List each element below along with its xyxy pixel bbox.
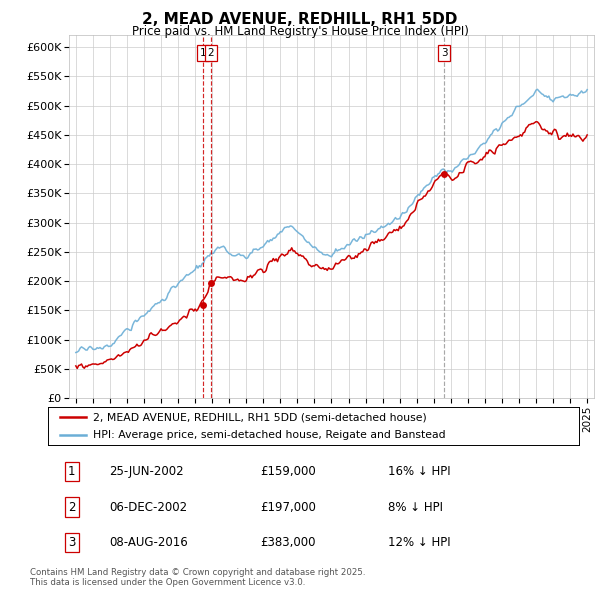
Text: 2, MEAD AVENUE, REDHILL, RH1 5DD: 2, MEAD AVENUE, REDHILL, RH1 5DD xyxy=(142,12,458,27)
Text: £197,000: £197,000 xyxy=(260,500,316,513)
Text: Contains HM Land Registry data © Crown copyright and database right 2025.
This d: Contains HM Land Registry data © Crown c… xyxy=(30,568,365,587)
Text: 2, MEAD AVENUE, REDHILL, RH1 5DD (semi-detached house): 2, MEAD AVENUE, REDHILL, RH1 5DD (semi-d… xyxy=(93,412,427,422)
Text: 06-DEC-2002: 06-DEC-2002 xyxy=(109,500,187,513)
Text: 3: 3 xyxy=(440,48,448,58)
Text: 1: 1 xyxy=(68,465,76,478)
Text: 8% ↓ HPI: 8% ↓ HPI xyxy=(388,500,443,513)
Text: 3: 3 xyxy=(68,536,76,549)
Text: 25-JUN-2002: 25-JUN-2002 xyxy=(109,465,184,478)
Text: £383,000: £383,000 xyxy=(260,536,316,549)
Text: 2: 2 xyxy=(68,500,76,513)
Text: Price paid vs. HM Land Registry's House Price Index (HPI): Price paid vs. HM Land Registry's House … xyxy=(131,25,469,38)
Text: 08-AUG-2016: 08-AUG-2016 xyxy=(109,536,188,549)
Text: £159,000: £159,000 xyxy=(260,465,316,478)
Text: HPI: Average price, semi-detached house, Reigate and Banstead: HPI: Average price, semi-detached house,… xyxy=(93,430,446,440)
Text: 16% ↓ HPI: 16% ↓ HPI xyxy=(388,465,451,478)
Text: 12% ↓ HPI: 12% ↓ HPI xyxy=(388,536,451,549)
Text: 1: 1 xyxy=(200,48,206,58)
Text: 2: 2 xyxy=(208,48,214,58)
